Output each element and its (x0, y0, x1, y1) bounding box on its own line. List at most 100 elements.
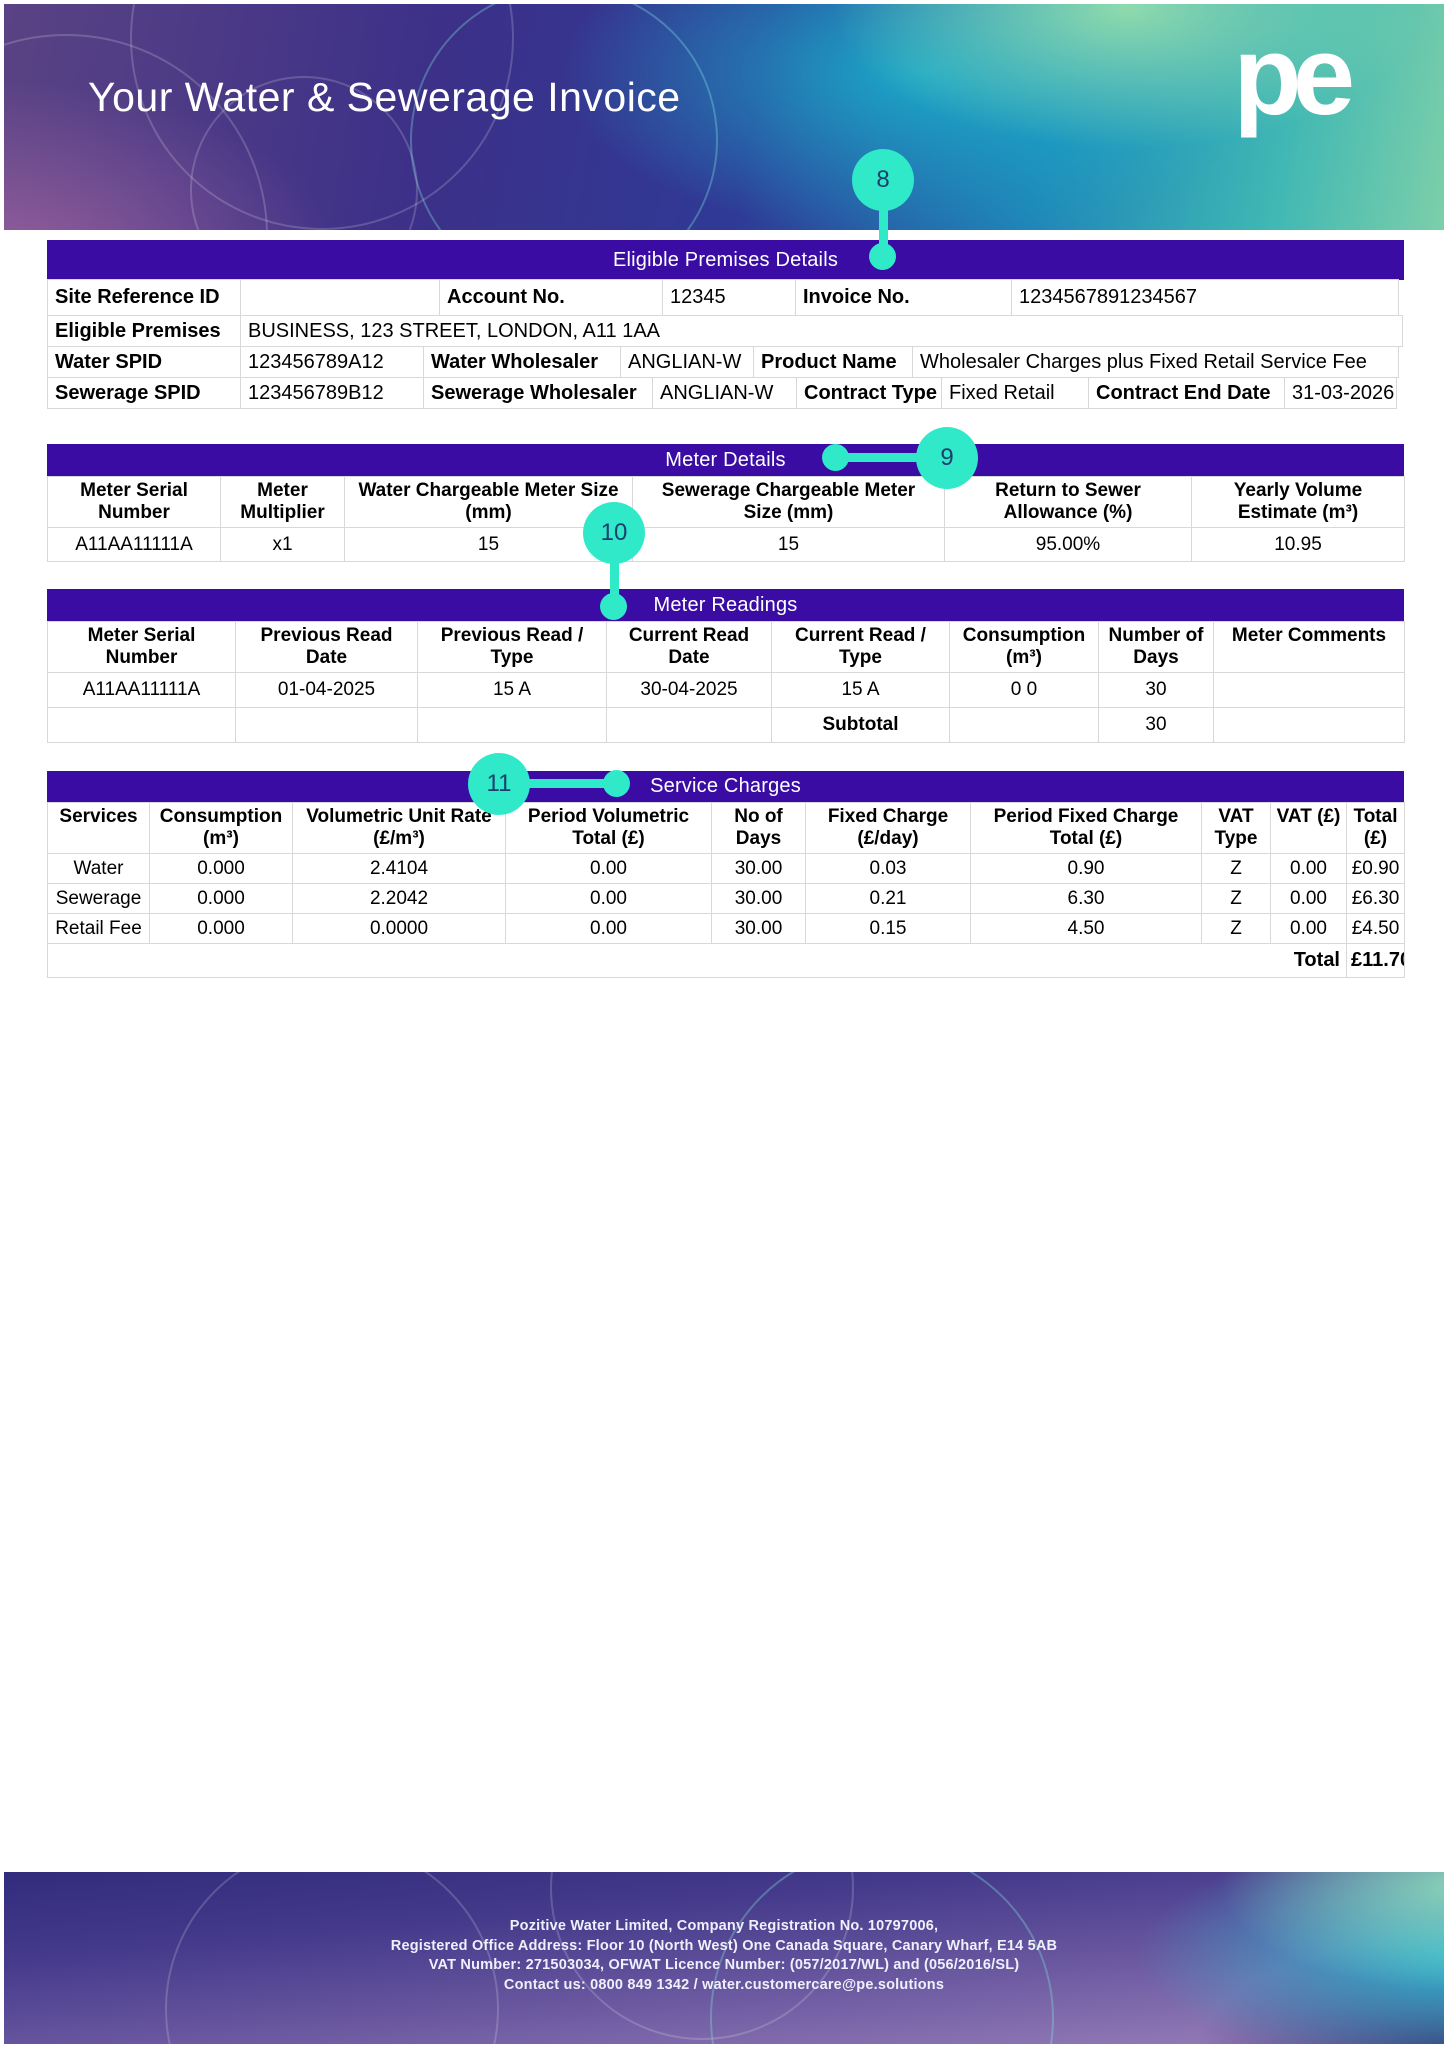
table-cell: Z (1201, 853, 1271, 885)
field-label: Eligible Premises (47, 315, 241, 347)
table-cell: 30 (1098, 672, 1214, 709)
column-header: Consumption (m³) (149, 801, 293, 855)
column-header: Number of Days (1098, 620, 1214, 674)
annotation-number: 11 (486, 770, 512, 797)
header-row: Services Consumption (m³) Volumetric Uni… (47, 801, 1405, 855)
column-header: No of Days (711, 801, 806, 855)
table-cell: 10.95 (1191, 527, 1405, 563)
field-label: Account No. (439, 279, 663, 316)
column-header: Meter Comments (1213, 620, 1405, 674)
table-row: A11AA11111A 01-04-2025 15 A 30-04-2025 1… (47, 672, 1405, 709)
total-row: Total £11.70 (47, 943, 1405, 979)
table-cell: 0.000 (149, 853, 293, 885)
table-cell: 15 A (771, 672, 950, 709)
table-row: Water SPID 123456789A12 Water Wholesaler… (47, 346, 1404, 378)
table-cell: 0.15 (805, 913, 971, 945)
annotation-dot (600, 593, 627, 620)
meter-readings-title-bar: Meter Readings (47, 589, 1404, 621)
table-cell (606, 707, 772, 744)
table-cell (47, 707, 236, 744)
column-header: Water Chargeable Meter Size (mm) (344, 475, 633, 529)
table-cell (235, 707, 418, 744)
field-label: Water SPID (47, 346, 241, 378)
table-cell (1213, 707, 1405, 744)
table-cell: 0.00 (505, 883, 712, 915)
service-charges-table: Service Charges Services Consumption (m³… (47, 771, 1405, 979)
table-row: A11AA11111A x1 15 15 95.00% 10.95 (47, 527, 1405, 563)
annotation-circle: 9 (916, 427, 978, 489)
field-value: Fixed Retail (941, 377, 1089, 409)
table-row: Site Reference ID Account No. 12345 Invo… (47, 279, 1404, 316)
field-value (240, 279, 440, 316)
annotation-dot (869, 243, 896, 270)
table-row: Water 0.000 2.4104 0.00 30.00 0.03 0.90 … (47, 853, 1405, 885)
table-row: Eligible Premises BUSINESS, 123 STREET, … (47, 315, 1404, 347)
field-value: ANGLIAN-W (620, 346, 754, 378)
table-cell: Z (1201, 913, 1271, 945)
table-cell: 0.03 (805, 853, 971, 885)
table-cell: 30.00 (711, 853, 806, 885)
footer-line: VAT Number: 271503034, OFWAT Licence Num… (428, 1957, 1020, 1973)
field-value: ANGLIAN-W (652, 377, 797, 409)
table-cell: 4.50 (970, 913, 1202, 945)
subtotal-row: Subtotal 30 (47, 707, 1405, 744)
annotation-stem (836, 453, 936, 462)
table-cell: 0.000 (149, 913, 293, 945)
table-cell: 0.000 (149, 883, 293, 915)
column-header: Meter Serial Number (47, 620, 236, 674)
field-value: 31-03-2026 (1284, 377, 1397, 409)
meter-details-title-bar: Meter Details (47, 444, 1404, 476)
field-label: Sewerage SPID (47, 377, 241, 409)
column-header: Previous Read Date (235, 620, 418, 674)
table-cell: 0.0000 (292, 913, 506, 945)
eligible-premises-title-bar: Eligible Premises Details (47, 240, 1404, 280)
header-row: Meter Serial Number Meter Multiplier Wat… (47, 475, 1405, 529)
column-header: VAT Type (1201, 801, 1271, 855)
table-cell: 95.00% (944, 527, 1192, 563)
pe-logo: pe (1233, 13, 1355, 138)
table-cell: x1 (220, 527, 345, 563)
table-cell: Water (47, 853, 150, 885)
field-value: 12345 (662, 279, 796, 316)
table-cell: 2.4104 (292, 853, 506, 885)
table-cell: £0.90 (1346, 853, 1405, 885)
column-header: Volumetric Unit Rate (£/m³) (292, 801, 506, 855)
annotation-number: 9 (940, 444, 954, 471)
column-header: Return to Sewer Allowance (%) (944, 475, 1192, 529)
table-cell: 01-04-2025 (235, 672, 418, 709)
annotation-number: 8 (876, 166, 890, 193)
table-cell: Sewerage (47, 883, 150, 915)
column-header: Meter Multiplier (220, 475, 345, 529)
table-cell: A11AA11111A (47, 527, 221, 563)
annotation-stem (879, 205, 888, 250)
annotation-dot (603, 770, 630, 797)
annotation-number: 10 (600, 519, 628, 546)
table-cell: £4.50 (1346, 913, 1405, 945)
table-cell (417, 707, 607, 744)
meter-details-table: Meter Details Meter Serial Number Meter … (47, 444, 1405, 563)
footer-line: Contact us: 0800 849 1342 / water.custom… (503, 1976, 945, 1993)
column-header: Consumption (m³) (949, 620, 1099, 674)
field-label: Contract End Date (1088, 377, 1285, 409)
annotation-stem (610, 558, 619, 600)
column-header: Fixed Charge (£/day) (805, 801, 971, 855)
footer-line: Registered Office Address: Floor 10 (Nor… (390, 1937, 1058, 1954)
header-row: Meter Serial Number Previous Read Date P… (47, 620, 1405, 674)
table-cell: 0.21 (805, 883, 971, 915)
table-cell: Retail Fee (47, 913, 150, 945)
field-value: 1234567891234567 (1011, 279, 1399, 316)
column-header: Sewerage Chargeable Meter Size (mm) (632, 475, 945, 529)
column-header: Meter Serial Number (47, 475, 221, 529)
table-cell: 30.00 (711, 913, 806, 945)
table-cell (47, 943, 1271, 979)
column-header: Period Volumetric Total (£) (505, 801, 712, 855)
column-header: Yearly Volume Estimate (m³) (1191, 475, 1405, 529)
annotation-circle: 10 (583, 502, 645, 564)
field-value: Wholesaler Charges plus Fixed Retail Ser… (912, 346, 1399, 378)
column-header: Period Fixed Charge Total (£) (970, 801, 1202, 855)
service-charges-title-bar: Service Charges (47, 771, 1404, 802)
field-value: 123456789A12 (240, 346, 424, 378)
table-cell: £6.30 (1346, 883, 1405, 915)
table-cell: 15 A (417, 672, 607, 709)
table-row: Sewerage SPID 123456789B12 Sewerage Whol… (47, 377, 1404, 409)
